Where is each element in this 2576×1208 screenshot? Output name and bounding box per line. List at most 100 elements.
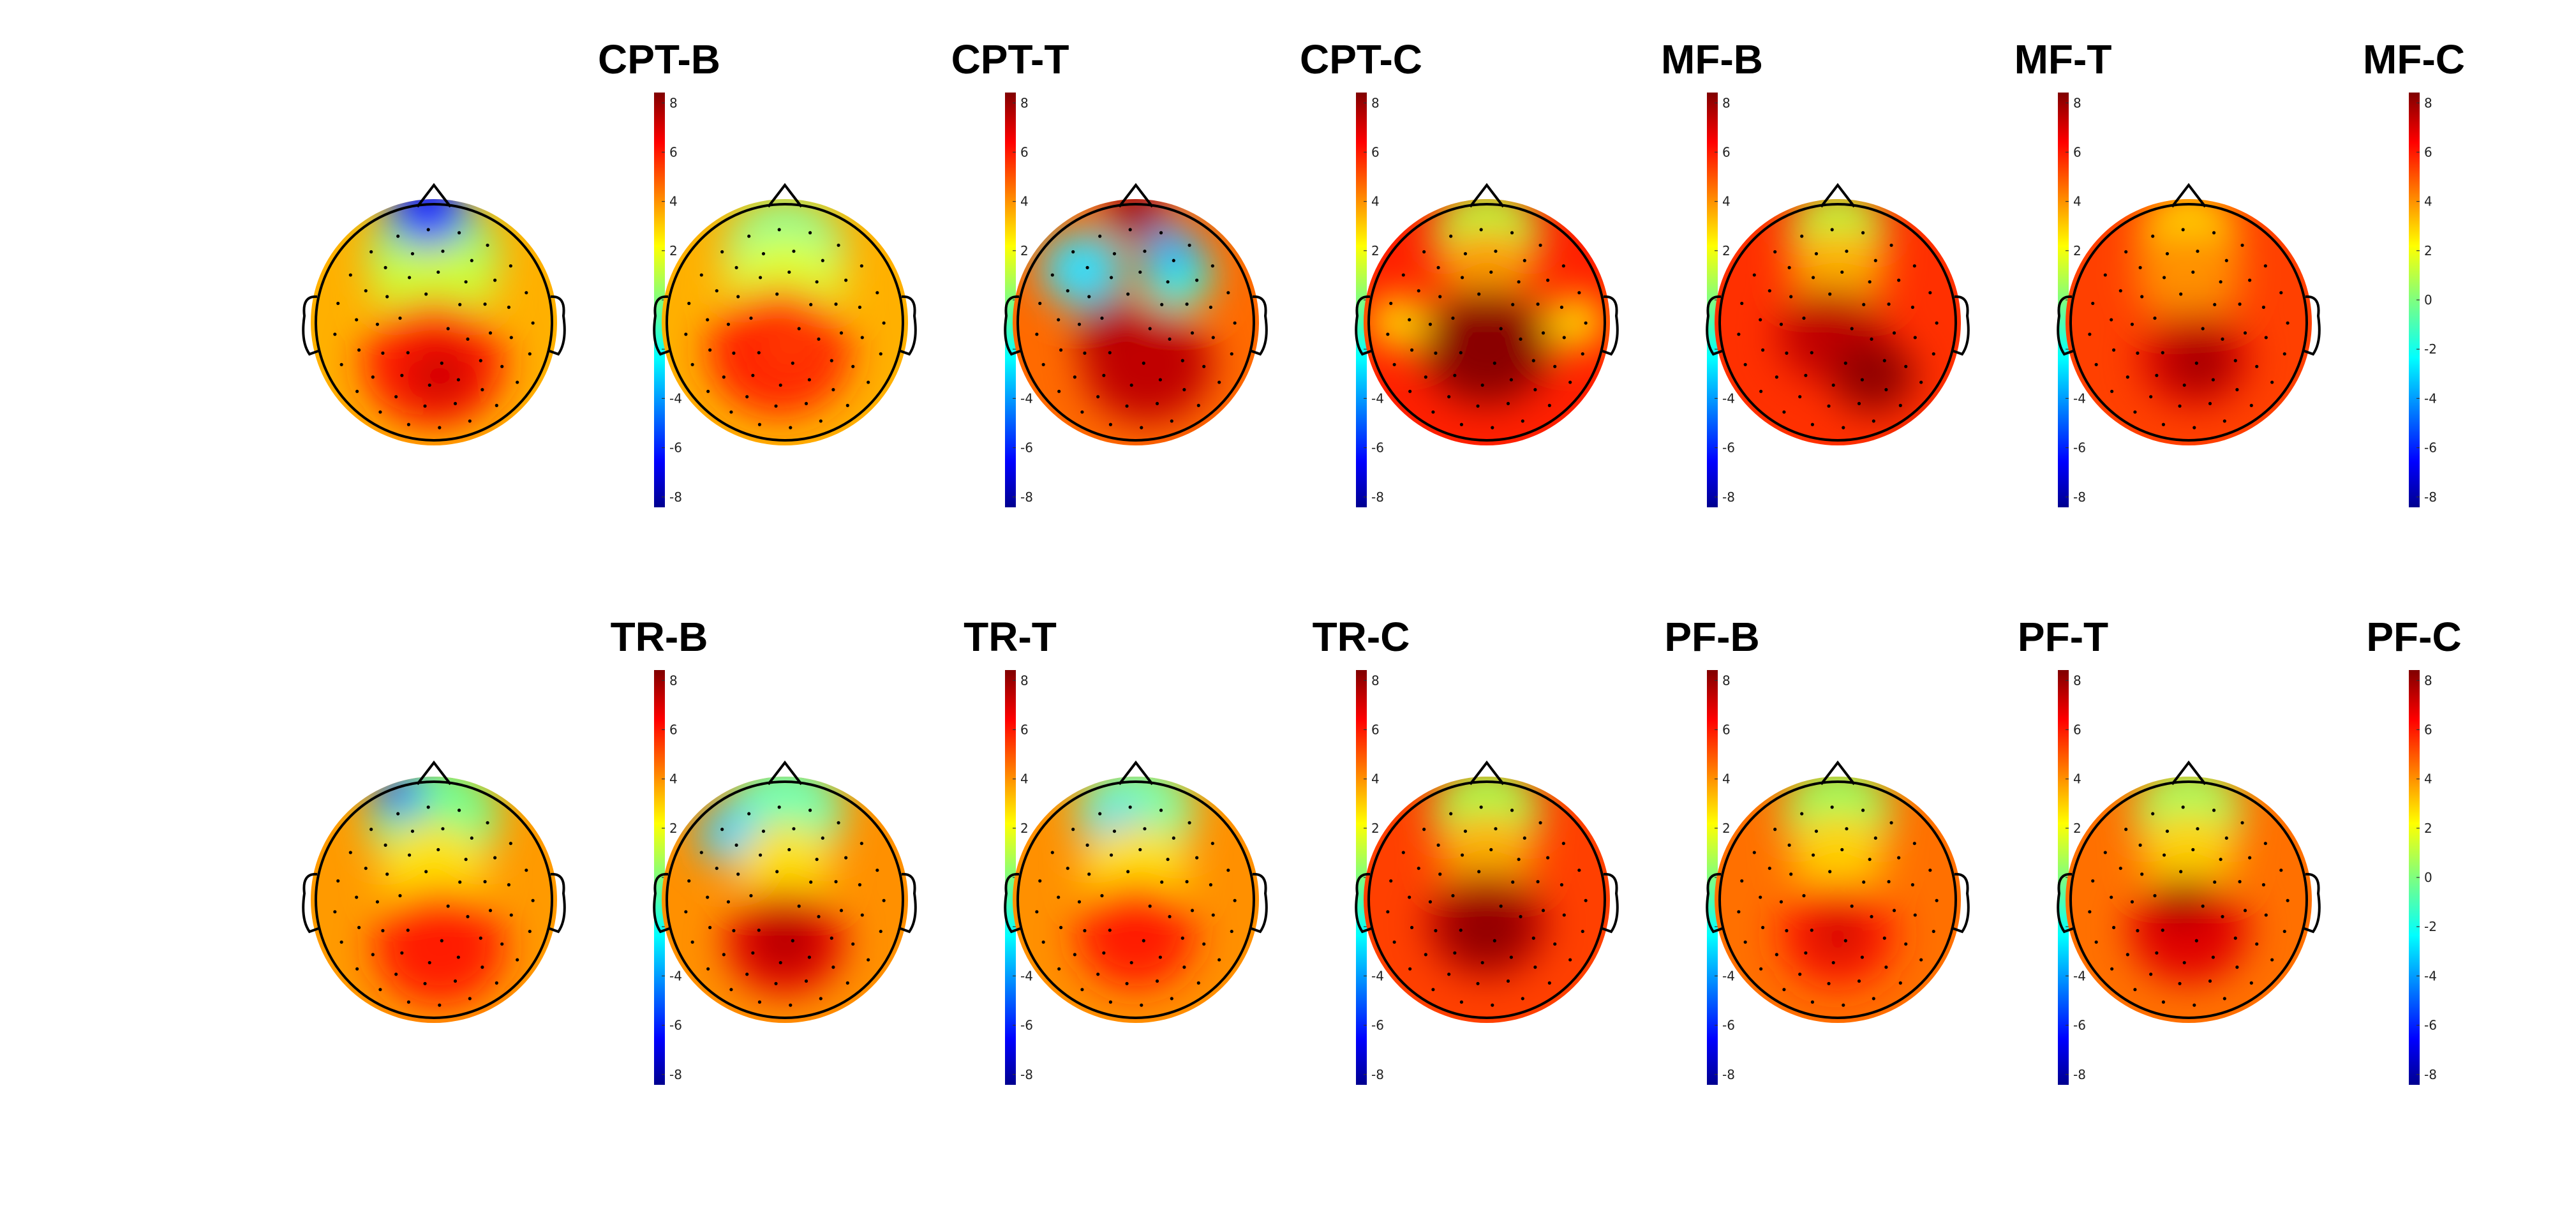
left-ear-outline <box>1004 872 1021 934</box>
electrode-dot <box>1842 426 1845 429</box>
colorbar-tick-label: -4 <box>2424 968 2437 983</box>
electrode-dot <box>1887 302 1891 306</box>
electrode-dot <box>2138 843 2142 847</box>
electrode-dot <box>758 276 763 280</box>
electrode-dot <box>466 337 470 341</box>
electrode-dot <box>1209 883 1213 887</box>
electrode-dot <box>398 893 402 898</box>
colorbar-tick-label: -6 <box>669 1018 682 1033</box>
electrode-dot <box>1077 322 1082 326</box>
electrode-dot <box>1860 955 1865 959</box>
electrode-dot <box>1158 378 1163 382</box>
electrode-dot <box>1489 270 1493 274</box>
colorbar-tick-label: 6 <box>1722 722 1731 737</box>
electrode-dot <box>1459 351 1463 355</box>
electrode-dot <box>757 422 762 426</box>
electrode-dot <box>1453 951 1457 955</box>
nose-outline <box>2171 760 2207 786</box>
electrode-dot <box>726 322 731 326</box>
electrode-dot <box>1417 867 1420 870</box>
electrode-markers <box>1386 228 1588 429</box>
electrode-dot <box>2118 289 2122 293</box>
electrode-dot <box>406 1000 411 1004</box>
electrode-dot <box>2126 953 2129 957</box>
electrode-dot <box>493 278 497 282</box>
electrode-dot <box>1538 243 1542 247</box>
electrode-dot <box>1506 401 1510 406</box>
electrode-dot <box>1168 914 1172 919</box>
electrode-dot <box>2233 936 2237 940</box>
electrode-dot <box>1126 870 1130 874</box>
panel-title: PF-B <box>1664 614 1759 660</box>
electrode-dot <box>1510 231 1514 235</box>
electrode-dot <box>483 302 487 306</box>
electrode-dot <box>1217 380 1221 384</box>
electrode-dot <box>879 929 882 934</box>
electrode-dot <box>1424 953 1427 957</box>
electrode-dot <box>1850 327 1854 331</box>
colorbar-tick-label: 6 <box>2424 722 2432 737</box>
electrode-dot <box>1083 928 1087 933</box>
electrode-dot <box>2249 403 2253 407</box>
electrode-dot <box>2212 809 2216 812</box>
electrode-dot <box>355 389 359 393</box>
electrode-dot <box>834 302 838 306</box>
electrode-dot <box>1892 909 1896 913</box>
electrode-dot <box>751 951 755 955</box>
electrode-dot <box>858 305 862 309</box>
electrode-dot <box>1517 858 1521 861</box>
colorbar-tick-label: -4 <box>2424 391 2437 406</box>
electrode-dot <box>699 851 703 854</box>
electrode-dot <box>396 234 400 238</box>
electrode-dot <box>2149 395 2153 399</box>
electrode-dot <box>777 228 781 232</box>
electrode-dot <box>1536 302 1540 306</box>
electrode-dot <box>1828 292 1832 296</box>
electrode-dot <box>2286 321 2289 325</box>
electrode-dot <box>348 851 352 854</box>
electrode-dot <box>1759 318 1762 322</box>
electrode-dot <box>1831 960 1835 965</box>
electrode-dot <box>1170 997 1173 1001</box>
electrode-dot <box>525 291 528 295</box>
electrode-dot <box>364 867 368 870</box>
colorbar-tick-label: 8 <box>1020 673 1029 688</box>
electrode-dot <box>2282 929 2286 934</box>
electrode-dot <box>2248 856 2252 860</box>
electrode-dot <box>1160 302 1164 306</box>
electrode-dot <box>749 316 753 320</box>
electrode-dot <box>1476 404 1480 408</box>
electrode-dot <box>1568 958 1572 962</box>
electrode-dot <box>516 958 519 962</box>
electrode-dot <box>1531 936 1535 940</box>
electrode-dot <box>1577 291 1581 295</box>
colorbar-tick-label: 4 <box>1020 194 1029 209</box>
nose-outline <box>416 760 452 786</box>
electrode-dot <box>2235 388 2239 392</box>
electrode-dot <box>2165 251 2170 256</box>
panel-title: PF-C <box>2366 614 2461 660</box>
electrode-dot <box>1553 942 1557 946</box>
electrode-dot <box>1884 388 1888 392</box>
electrode-dot <box>1087 295 1091 299</box>
electrode-dot <box>791 361 794 365</box>
electrode-dot <box>2136 928 2140 933</box>
electrode-dot <box>1935 321 1939 325</box>
colorbar-tick-label: -8 <box>1020 489 1033 505</box>
electrode-dot <box>1077 900 1082 904</box>
electrode-dot <box>732 351 736 355</box>
electrode-dot <box>2211 955 2215 959</box>
electrode-dot <box>1830 805 1834 809</box>
electrode-dot <box>336 879 340 883</box>
electrode-dot <box>480 966 484 969</box>
electrode-dot <box>2161 422 2166 426</box>
electrode-dot <box>2248 278 2252 282</box>
electrode-dot <box>1480 960 1484 965</box>
nose-outline <box>767 760 803 786</box>
electrode-dot <box>2224 836 2228 840</box>
electrode-dot <box>809 302 813 306</box>
electrode-dot <box>1584 321 1588 325</box>
